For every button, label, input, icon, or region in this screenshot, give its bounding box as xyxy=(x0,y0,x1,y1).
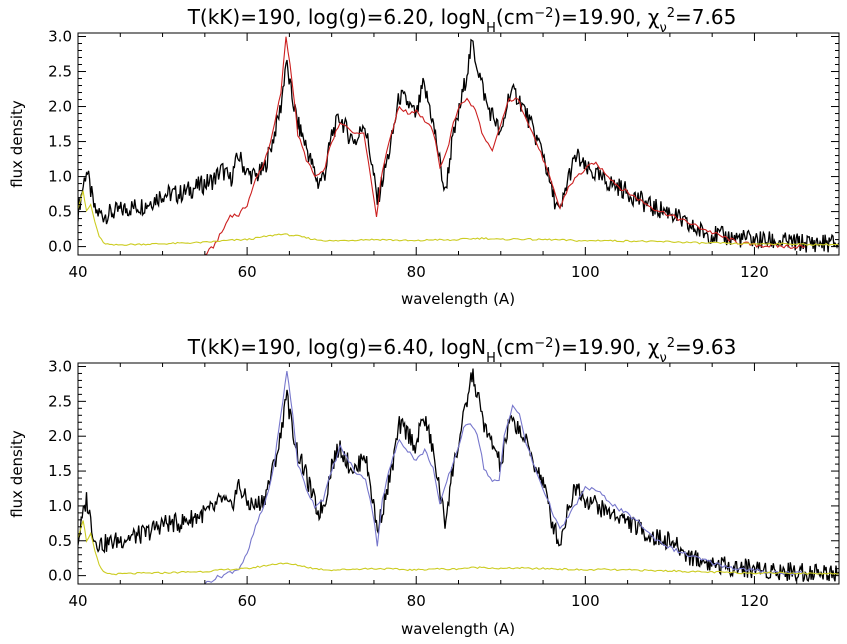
panel-top-ytick-label: 1.0 xyxy=(48,168,72,186)
panel-bottom-ylabel: flux density xyxy=(8,430,26,518)
panel-bottom-series-observed xyxy=(78,368,839,583)
panel-bottom-ytick-label: 1.0 xyxy=(48,497,72,515)
panel-bottom-plot-frame xyxy=(77,362,840,585)
panel-top-ytick-label: 3.0 xyxy=(48,28,72,46)
panel-bottom-series-background xyxy=(78,520,839,576)
panel-top-xtick-label: 60 xyxy=(238,263,257,281)
panel-bottom-ytick-label: 0.5 xyxy=(48,532,72,550)
panel-bottom-xtick-label: 60 xyxy=(238,592,257,610)
panel-top-series xyxy=(78,36,839,255)
panel-top-series-model xyxy=(78,36,806,255)
panel-bottom-series-model xyxy=(204,371,806,584)
panel-top-ytick-label: 0.0 xyxy=(48,238,72,256)
panel-bottom-xtick-label: 100 xyxy=(571,592,600,610)
panel-top-series-observed xyxy=(78,38,839,253)
panel-top-series-background xyxy=(78,190,839,246)
panel-bottom: T(kK)=190, log(g)=6.40, logNH(cm−2)=19.9… xyxy=(8,335,840,638)
panel-top-xtick-label: 40 xyxy=(68,263,87,281)
panel-top-plot-frame xyxy=(77,32,840,256)
panel-top-xtick-label: 100 xyxy=(571,263,600,281)
panel-bottom-xlabel: wavelength (A) xyxy=(401,620,515,638)
panel-top-title: T(kK)=190, log(g)=6.20, logNH(cm−2)=19.9… xyxy=(187,5,737,36)
panel-top-xtick-label: 80 xyxy=(407,263,426,281)
panel-bottom-title: T(kK)=190, log(g)=6.40, logNH(cm−2)=19.9… xyxy=(187,335,737,366)
panel-bottom-xtick-label: 80 xyxy=(407,592,426,610)
panel-bottom-ytick-label: 2.0 xyxy=(48,427,72,445)
panel-top: T(kK)=190, log(g)=6.20, logNH(cm−2)=19.9… xyxy=(8,5,840,308)
panel-bottom-ytick-label: 2.5 xyxy=(48,392,72,410)
panel-bottom-ytick-label: 1.5 xyxy=(48,462,72,480)
panel-bottom-series xyxy=(78,368,839,584)
panel-bottom-xtick-label: 40 xyxy=(68,592,87,610)
panel-bottom-ytick-label: 3.0 xyxy=(48,357,72,375)
panel-top-ytick-label: 1.5 xyxy=(48,133,72,151)
panel-bottom-ytick-label: 0.0 xyxy=(48,567,72,585)
panel-top-xlabel: wavelength (A) xyxy=(401,290,515,308)
panel-top-ytick-label: 2.0 xyxy=(48,98,72,116)
panel-top-ytick-label: 2.5 xyxy=(48,63,72,81)
panel-top-xtick-label: 120 xyxy=(740,263,769,281)
panel-top-ylabel: flux density xyxy=(8,100,26,188)
panel-top-ticks: 40 60 80 100 120 0.0 0.5 1.0 1.5 2.0 2.5 3.0 xyxy=(48,28,840,281)
panel-bottom-ticks: 40 60 80 100 120 0.0 0.5 1.0 1.5 2.0 2.5 3.0 xyxy=(48,357,840,610)
panel-bottom-xtick-label: 120 xyxy=(740,592,769,610)
panel-top-ytick-label: 0.5 xyxy=(48,203,72,221)
